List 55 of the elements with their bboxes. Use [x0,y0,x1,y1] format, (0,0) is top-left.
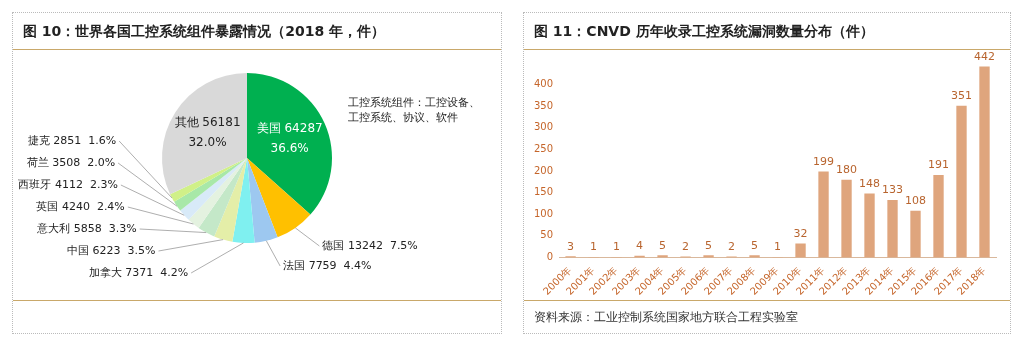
data-label: 2 [728,239,736,253]
data-label: 5 [659,238,667,252]
slice-label: 西班牙 4112 2.3% [18,177,118,191]
bar [933,174,944,258]
data-label: 148 [859,176,881,190]
bar [956,105,967,258]
y-tick-label: 50 [540,229,554,241]
slice-label: 荷兰 3508 2.0% [26,155,116,169]
data-label: 1 [590,240,598,254]
text: 工控系统组件：工控设备、工控系统、协议、软件 [348,95,481,125]
y-tick-label: 300 [533,121,554,133]
y-tick-label: 200 [533,164,554,176]
data-label: 2 [682,239,690,253]
slice-label: 捷克 2851 1.6% [27,133,117,147]
data-label: 442 [974,49,995,63]
chart-title: 图 11：CNVD 历年收录工控系统漏洞数量分布（件） [524,13,1010,50]
slice-label: 其他 56181 32.0% [174,115,241,150]
slice-label: 意大利 5858 3.3% [36,221,137,235]
y-tick-label: 0 [546,251,554,263]
bar [910,210,921,258]
data-label: 4 [636,239,644,253]
bar [749,255,760,258]
data-label: 3 [567,239,575,253]
data-label: 108 [905,194,927,208]
data-label: 5 [751,238,759,252]
bar [795,243,806,258]
slice-label: 法国 7759 4.4% [283,258,372,272]
chart-title: 图 10：世界各国工控系统组件暴露情况（2018 年，件） [13,13,501,50]
text: 资料来源：工业控制系统国家地方联合工程实验室 [524,300,1010,333]
slice-label: 美国 64287 36.6% [256,121,323,156]
data-label: 180 [836,163,858,177]
slice-label: 德国 13242 7.5% [322,238,418,252]
data-label: 32 [793,226,808,240]
y-tick-label: 250 [533,143,554,155]
data-label: 199 [813,154,835,168]
data-label: 1 [613,240,621,254]
bar [979,66,990,258]
y-tick-label: 400 [533,78,554,90]
slice-label: 加拿大 7371 4.2% [88,265,189,279]
bar [864,193,875,258]
y-tick-label: 350 [533,99,554,111]
data-label: 1 [774,240,782,254]
bar [887,199,898,258]
bar [841,179,852,258]
data-label: 351 [951,89,973,103]
y-tick-label: 150 [533,186,554,198]
data-label: 5 [705,238,713,252]
y-tick-label: 100 [533,207,554,219]
bar [818,171,829,258]
bar [657,255,668,258]
slice-label: 英国 4240 2.4% [36,199,125,213]
slice-label: 中国 6223 3.5% [67,243,156,257]
bar [703,255,714,258]
data-label: 191 [928,158,950,172]
data-label: 133 [882,183,904,197]
